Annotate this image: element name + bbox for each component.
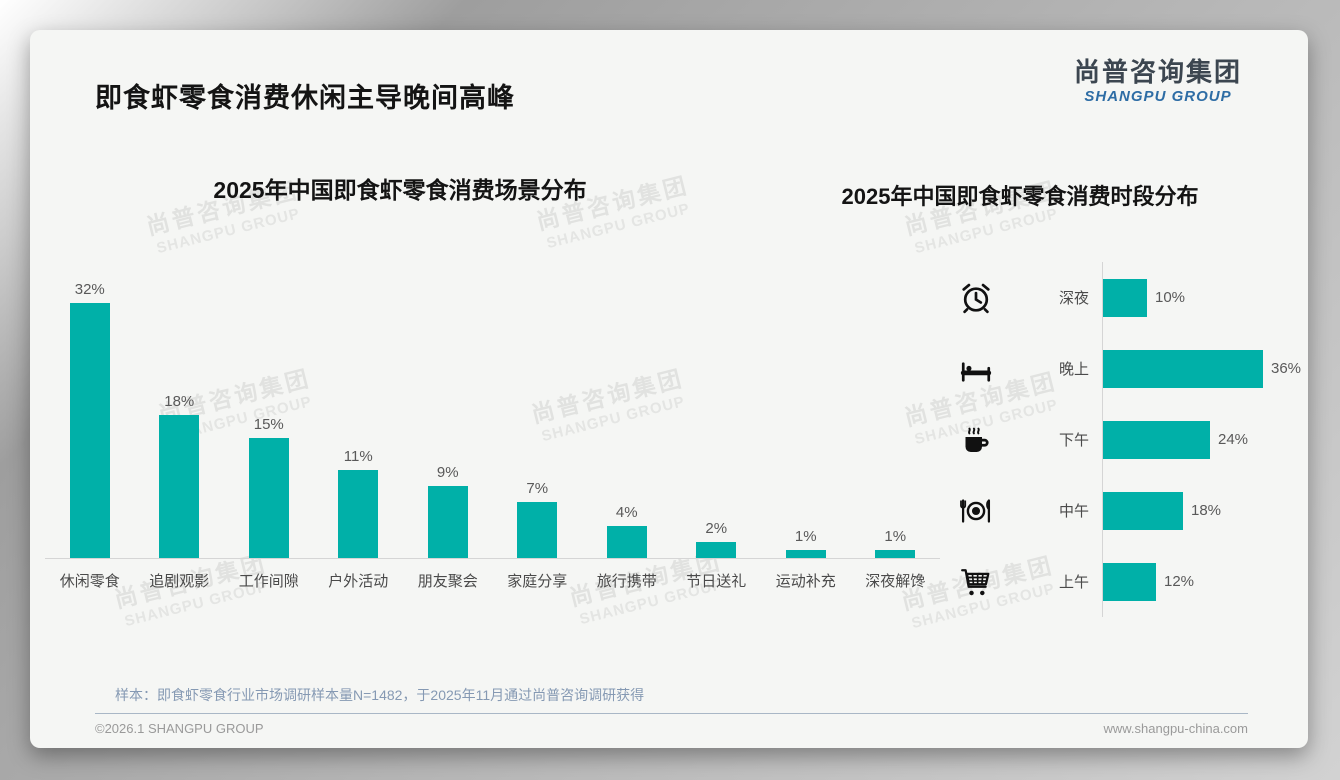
footer: 样本：即食虾零食行业市场调研样本量N=1482，于2025年11月通过尚普咨询调… <box>95 685 1248 736</box>
bar-value-label: 32% <box>74 281 105 298</box>
category-label: 节日送礼 <box>686 573 747 590</box>
bar-column: 15% <box>224 416 314 558</box>
website-text: www.shangpu-china.com <box>1103 721 1248 736</box>
bar-value-label: 15% <box>253 416 284 433</box>
bar-value-label: 7% <box>526 480 549 497</box>
category-label: 工作间隙 <box>238 573 299 590</box>
bar <box>248 438 289 558</box>
time-row: 晚上 36% <box>950 333 1306 404</box>
watermark-en: SHANGPU GROUP <box>154 204 302 257</box>
bar-value-label: 2% <box>705 520 728 537</box>
bar-value-label: 1% <box>884 528 907 545</box>
bar-area: 18% <box>1102 475 1306 546</box>
bar-value-label: 1% <box>794 528 817 545</box>
bar-column: 4% <box>582 504 672 558</box>
bar <box>338 470 379 558</box>
bar-column: 1% <box>761 528 851 558</box>
bar <box>1103 349 1263 388</box>
category-label: 朋友聚会 <box>417 573 478 590</box>
bar-column: 11% <box>314 448 404 558</box>
coffee-icon <box>950 422 1002 458</box>
bar-column: 9% <box>403 464 493 558</box>
copyright-text: ©2026.1 SHANGPU GROUP <box>95 721 264 736</box>
bar-value-label: 36% <box>1271 360 1302 377</box>
bar <box>875 550 916 558</box>
scene-chart-title: 2025年中国即食虾零食消费场景分布 <box>213 177 587 203</box>
bar-value-label: 18% <box>164 393 195 410</box>
bar <box>427 486 468 558</box>
time-chart-rows: 深夜 10% 晚上 36% 下午 24% 中午 18% 上午 12% <box>950 262 1306 617</box>
scene-distribution-chart: 32% 18% 15% 11% 9% 7% 4% 2% 1% 1% 休闲零食 追剧观影 工作间隙 户外活… <box>45 278 940 591</box>
bar-area: 10% <box>1102 262 1306 333</box>
category-label: 运动补充 <box>775 573 836 590</box>
bar <box>1103 420 1210 459</box>
footer-divider <box>95 713 1248 714</box>
scene-chart-bars: 32% 18% 15% 11% 9% 7% 4% 2% 1% 1% <box>45 278 940 559</box>
category-label: 中午 <box>1058 503 1089 520</box>
category-label: 上午 <box>1058 574 1089 591</box>
cart-icon <box>950 564 1002 600</box>
category-label: 家庭分享 <box>507 573 568 590</box>
category-label: 深夜 <box>1058 290 1089 307</box>
time-distribution-chart: 深夜 10% 晚上 36% 下午 24% 中午 18% 上午 12% <box>950 262 1306 617</box>
bar-column: 32% <box>45 281 135 558</box>
company-logo: 尚普咨询集团 SHANGPU GROUP <box>1073 57 1242 105</box>
bar <box>785 550 826 558</box>
bar-column: 18% <box>135 393 225 558</box>
bar <box>1103 491 1183 530</box>
bar-column: 7% <box>493 480 583 558</box>
slide-card: 尚普咨询集团 SHANGPU GROUP 尚普咨询集团 SHANGPU GROUP … <box>30 30 1308 748</box>
category-label: 下午 <box>1058 432 1089 449</box>
dining-icon <box>950 493 1002 529</box>
time-row: 上午 12% <box>950 546 1306 617</box>
category-label: 深夜解馋 <box>865 573 926 590</box>
time-row: 中午 18% <box>950 475 1306 546</box>
bar-value-label: 11% <box>343 448 373 465</box>
time-row: 深夜 10% <box>950 262 1306 333</box>
bar-value-label: 9% <box>436 464 459 481</box>
bar-column: 1% <box>851 528 941 558</box>
bar-area: 24% <box>1102 404 1306 475</box>
bar <box>1103 562 1156 601</box>
bar <box>606 526 647 558</box>
bar-value-label: 4% <box>615 504 638 521</box>
category-label: 晚上 <box>1058 361 1089 378</box>
bar <box>159 415 200 558</box>
category-label: 休闲零食 <box>59 573 120 590</box>
bar-value-label: 24% <box>1218 431 1249 448</box>
bar <box>517 502 558 558</box>
scene-chart-labels: 休闲零食 追剧观影 工作间隙 户外活动 朋友聚会 家庭分享 旅行携带 节日送礼 运动补充 深夜解馋 <box>45 559 940 591</box>
bar-value-label: 10% <box>1155 289 1186 306</box>
logo-en-text: SHANGPU GROUP <box>1084 87 1232 105</box>
bar-column: 2% <box>672 520 762 558</box>
bar <box>696 542 737 558</box>
bar <box>69 303 110 558</box>
category-label: 户外活动 <box>328 573 389 590</box>
sample-note: 样本：即食虾零食行业市场调研样本量N=1482，于2025年11月通过尚普咨询调… <box>115 687 645 703</box>
alarm-clock-icon <box>950 280 1002 316</box>
bar-area: 12% <box>1102 546 1306 617</box>
bed-icon <box>950 351 1002 387</box>
category-label: 旅行携带 <box>596 573 657 590</box>
bar-value-label: 18% <box>1191 502 1222 519</box>
time-chart-title: 2025年中国即食虾零食消费时段分布 <box>841 184 1199 209</box>
bar-area: 36% <box>1102 333 1306 404</box>
bar-value-label: 12% <box>1164 573 1195 590</box>
time-row: 下午 24% <box>950 404 1306 475</box>
page-title: 即食虾零食消费休闲主导晚间高峰 <box>95 83 515 113</box>
bar <box>1103 278 1147 317</box>
logo-cn-text: 尚普咨询集团 <box>1073 57 1242 87</box>
category-label: 追剧观影 <box>149 573 210 590</box>
